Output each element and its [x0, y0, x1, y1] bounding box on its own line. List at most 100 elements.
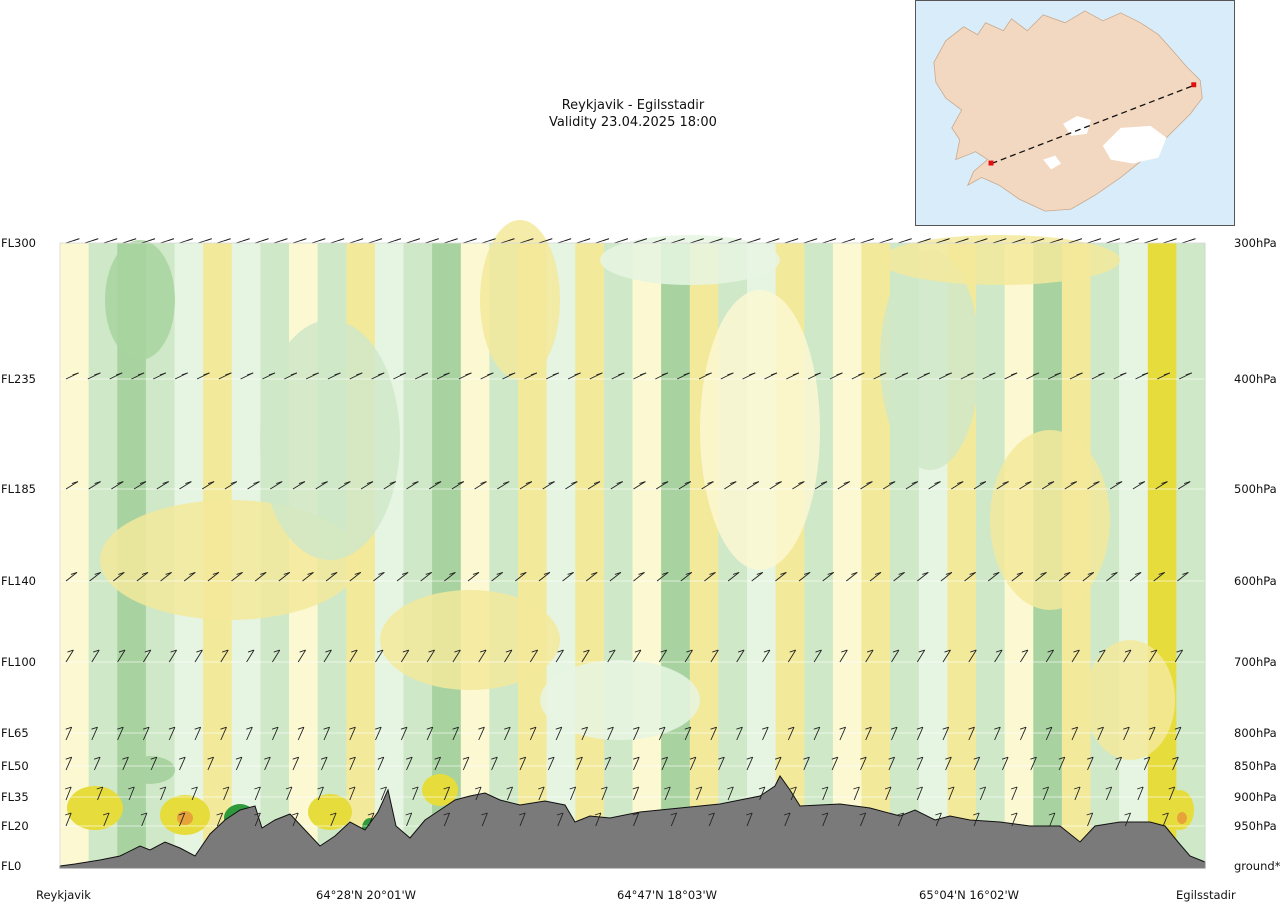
wind-barb	[869, 572, 882, 582]
wind-barb-flag	[922, 571, 929, 575]
wind-barb-flag	[994, 726, 1001, 730]
wind-barb	[223, 786, 230, 801]
wind-barb-flag	[220, 726, 227, 730]
wind-barb	[1064, 481, 1077, 490]
wind-barb-flag	[890, 726, 898, 730]
wind-barb	[562, 572, 574, 582]
wind-barb	[973, 481, 987, 490]
wind-barb-flag	[144, 649, 151, 653]
wind-barb	[478, 727, 485, 741]
wind-barb-flag	[970, 649, 977, 653]
wind-barb-flag	[683, 372, 690, 376]
wind-barb-flag	[763, 649, 771, 653]
wind-barb-flag	[591, 571, 598, 575]
wind-barb-flag	[658, 726, 666, 730]
wind-barb	[656, 572, 669, 582]
wind-barb-flag	[746, 812, 753, 816]
wind-barb-flag	[1163, 372, 1171, 376]
wind-barb-flag	[406, 756, 413, 760]
wind-barb-flag	[465, 372, 472, 376]
wind-barb-flag	[400, 726, 408, 730]
wind-barb-flag	[821, 786, 829, 790]
stability-band	[661, 243, 691, 868]
wind-barb-flag	[944, 649, 951, 653]
wind-barb	[891, 649, 900, 663]
wind-barb	[736, 727, 743, 741]
wind-barb-flag	[1086, 812, 1093, 816]
wind-barb-flag	[1137, 786, 1144, 790]
wind-barb	[609, 572, 622, 582]
wind-barb-flag	[491, 756, 498, 760]
wind-barb-flag	[72, 372, 79, 376]
wind-barb-flag	[118, 571, 125, 575]
wind-barb-flag	[434, 481, 442, 485]
stability-band	[832, 243, 862, 868]
wind-barb	[443, 812, 451, 827]
wind-barb	[994, 649, 1003, 663]
wind-barb-flag	[292, 756, 299, 760]
wind-barb-flag	[185, 481, 192, 485]
wind-barb-flag	[594, 812, 602, 816]
wind-barb	[113, 572, 125, 582]
wind-barb-flag	[547, 756, 555, 760]
wind-barb	[478, 649, 487, 663]
wind-barb-flag	[593, 481, 601, 485]
wind-barb	[97, 786, 104, 801]
wind-barb	[368, 812, 375, 827]
wind-barb	[1123, 727, 1130, 741]
wind-barb-flag	[128, 786, 135, 790]
wind-barb-flag	[451, 238, 458, 242]
wind-barb-flag	[1161, 481, 1168, 485]
wind-barb-flag	[137, 372, 145, 376]
wind-barb	[406, 757, 413, 771]
wind-barb-flag	[399, 372, 407, 376]
wind-barb	[542, 481, 555, 490]
stability-patch	[700, 290, 820, 570]
wind-barb-flag	[789, 649, 796, 653]
wind-barb-flag	[312, 372, 319, 376]
wind-barb-flag	[1120, 372, 1127, 376]
wind-barb	[1019, 727, 1027, 741]
wind-barb-flag	[792, 372, 800, 376]
terrain-profile	[59, 775, 1206, 869]
wind-barb-flag	[1151, 238, 1158, 242]
wind-barb	[813, 727, 821, 741]
wind-barb-flag	[618, 372, 625, 376]
wind-barb	[519, 481, 533, 490]
wind-barb-flag	[1040, 571, 1047, 575]
wind-barb-flag	[662, 571, 669, 575]
wind-barb	[1041, 481, 1055, 490]
stability-patch	[105, 240, 175, 360]
wind-barb	[633, 757, 640, 771]
wind-barb	[224, 481, 238, 490]
route-position-labels: Reykjavik 64°28'N 20°01'W 64°47'N 18°03'W 6…	[36, 888, 1236, 902]
wind-barb-flag	[401, 571, 409, 575]
wind-barb	[822, 572, 834, 582]
wind-barb	[452, 649, 461, 663]
wind-barb-flag	[376, 649, 384, 653]
wind-barb-flag	[141, 571, 149, 575]
wind-barb-flag	[884, 786, 892, 790]
wind-barb-flag	[1025, 481, 1032, 485]
wind-barb	[406, 481, 419, 490]
wind-barb	[1149, 649, 1158, 663]
wind-barb-flag	[1099, 649, 1106, 653]
wind-barb-flag	[118, 649, 126, 653]
wind-barb	[65, 481, 79, 490]
wind-barb	[377, 757, 385, 771]
wind-barb	[451, 481, 465, 490]
wind-barb-flag	[686, 649, 693, 653]
wind-barb-flag	[254, 786, 261, 790]
wind-barb-flag	[139, 481, 147, 485]
wind-barb	[400, 649, 410, 663]
wind-barb-flag	[1064, 571, 1071, 575]
wind-barb	[973, 757, 981, 771]
wind-barb-flag	[659, 238, 666, 242]
wind-barb	[658, 727, 666, 741]
wind-barb-flag	[140, 812, 148, 816]
wind-barb-flag	[1076, 372, 1083, 376]
wind-barb-flag	[462, 756, 470, 760]
wind-barb-flag	[405, 812, 412, 816]
wind-barb	[951, 481, 964, 490]
stability-patch	[480, 220, 560, 380]
